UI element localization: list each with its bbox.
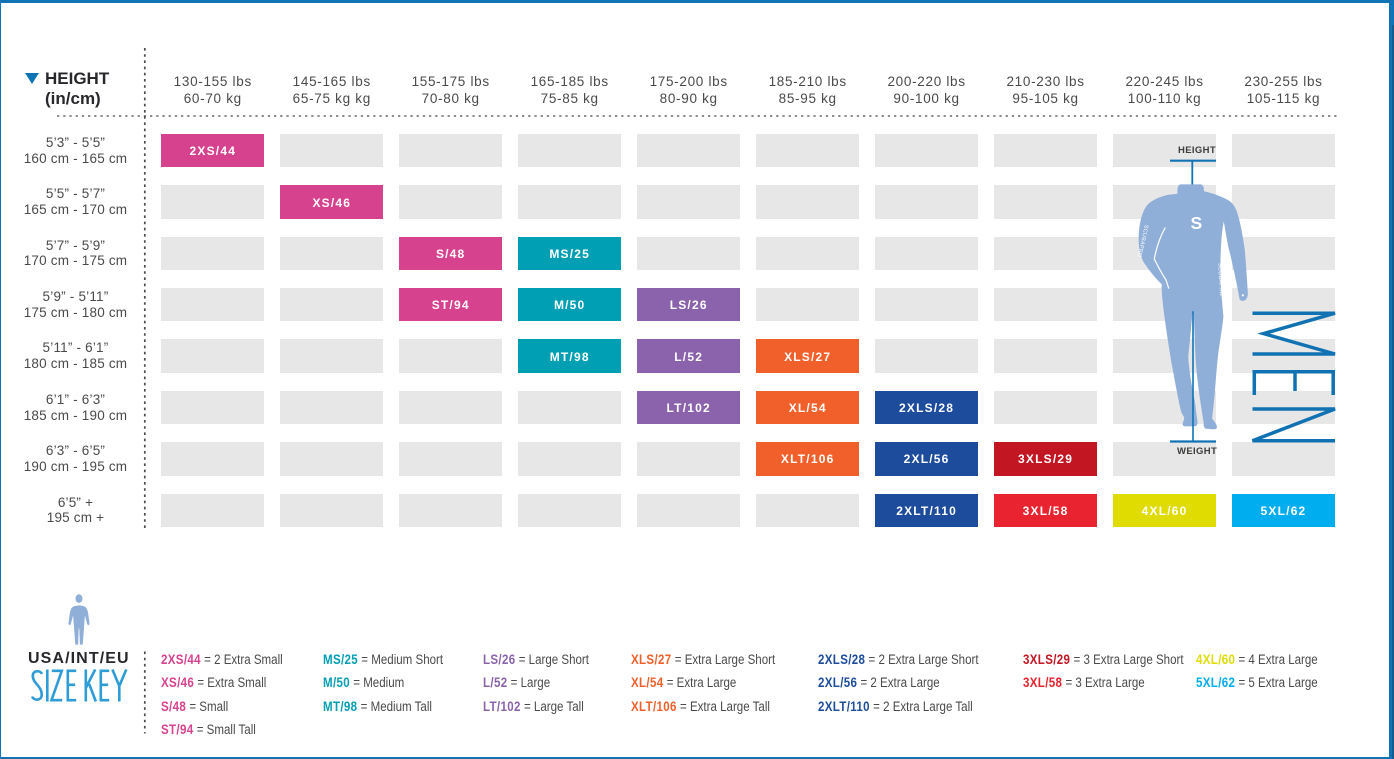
svg-text:S: S [1191,213,1203,233]
svg-text:SCUBAPRO: SCUBAPRO [1216,263,1224,297]
